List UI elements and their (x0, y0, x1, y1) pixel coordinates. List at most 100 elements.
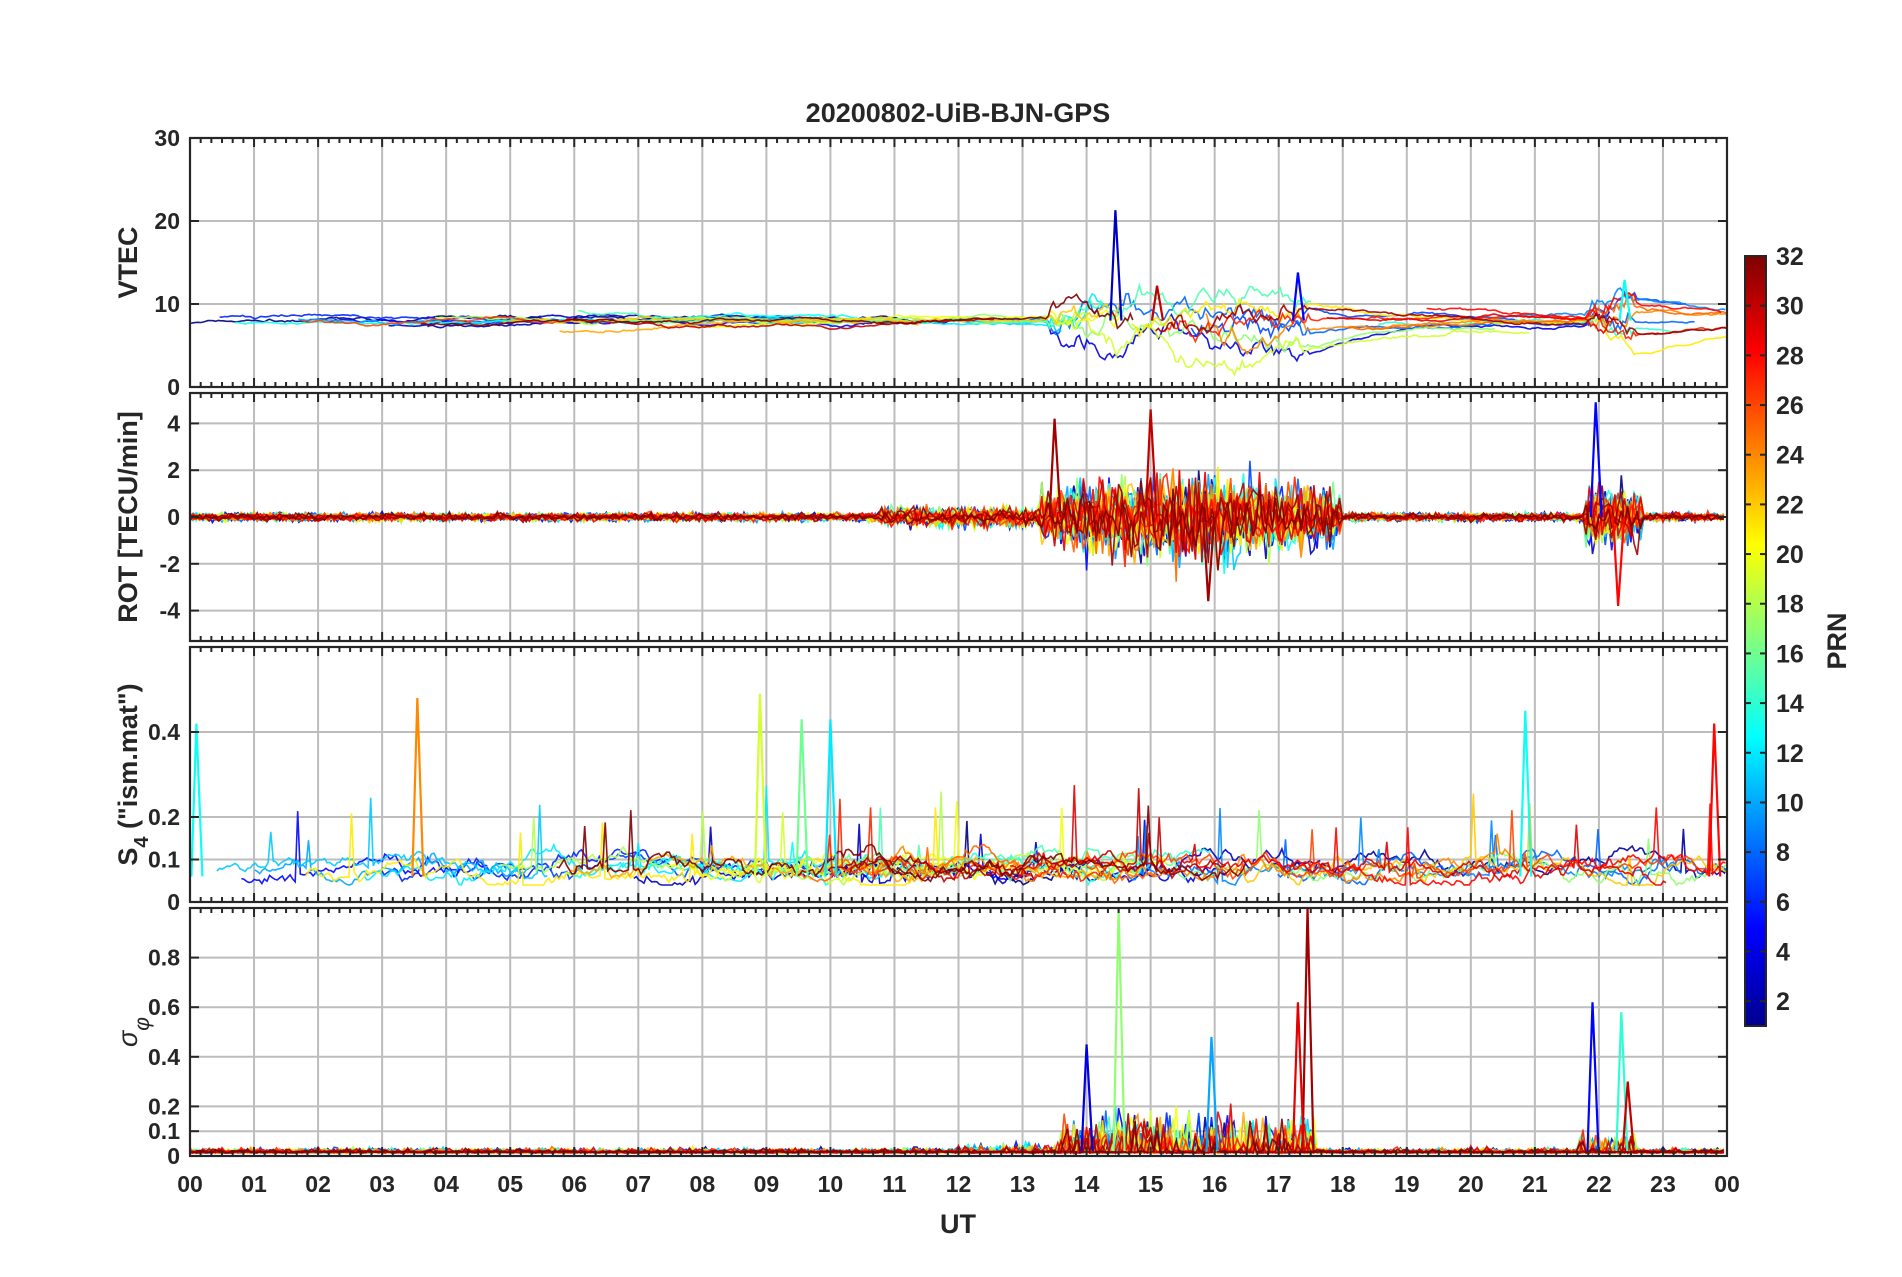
y-tick-label: 0 (167, 504, 180, 530)
series-prn-30-spike (1621, 1081, 1635, 1152)
x-tick-label: 16 (1202, 1171, 1228, 1197)
series-prn-19-spike (753, 693, 768, 877)
series-prn-30-spike (1150, 285, 1165, 321)
series-prn-13-spike (1618, 279, 1632, 321)
x-tick-label: 17 (1266, 1171, 1292, 1197)
series-prn-28-spike (1708, 723, 1722, 877)
x-tick-label: 09 (754, 1171, 780, 1197)
y-axis-title-sigma-phi: σφ (113, 1017, 154, 1047)
series-prn-14 (642, 848, 1212, 887)
series-prn-31-spike (1301, 908, 1315, 1152)
series-prn-5-spike (1291, 272, 1306, 321)
colorbar-gradient (1744, 255, 1767, 1027)
y-tick-label: 2 (167, 457, 180, 483)
x-tick-label: 06 (561, 1171, 587, 1197)
series-prn-17-spike (1112, 908, 1126, 1152)
series-prn-21 (304, 807, 967, 886)
chart-title: 20200802-UiB-BJN-GPS (806, 98, 1111, 128)
x-tick-label: 22 (1586, 1171, 1612, 1197)
traces (190, 693, 1727, 887)
x-axis: 00 01 02 03 04 05 06 07 08 09 10 11 12 13 14 15 16 17 18 19… (177, 1171, 1740, 1197)
series-prn-30-spike (1144, 409, 1158, 518)
series-prn-32 (190, 480, 1725, 571)
x-tick-label: 05 (497, 1171, 523, 1197)
colorbar-tick-label: 6 (1776, 889, 1790, 917)
colorbar-tick-label: 8 (1776, 839, 1790, 867)
x-tick-label: 00 (1714, 1171, 1740, 1197)
x-tick-label: 20 (1458, 1171, 1484, 1197)
y-tick-label: 10 (154, 291, 180, 317)
traces (190, 402, 1725, 606)
x-tick-label: 07 (625, 1171, 651, 1197)
x-tick-label: 02 (305, 1171, 331, 1197)
series-prn-28 (1426, 291, 1722, 320)
x-tick-label: 01 (241, 1171, 267, 1197)
x-tick-label: 04 (433, 1171, 459, 1197)
y-tick-label: -2 (160, 551, 180, 577)
series-prn-16-spike (795, 719, 809, 877)
y-tick-label: 0.2 (148, 804, 180, 830)
colorbar-tick-label: 2 (1776, 988, 1790, 1016)
y-tick-label: 20 (154, 208, 180, 234)
y-tick-label: 0.6 (148, 994, 180, 1020)
series-prn-24-spike (411, 697, 425, 877)
x-tick-label: 19 (1394, 1171, 1420, 1197)
x-tick-label: 23 (1650, 1171, 1676, 1197)
y-tick-label: 0 (167, 374, 180, 400)
y-axis-title-vtec: VTEC (113, 226, 143, 298)
series-prn-4 (1040, 311, 1611, 363)
colorbar-tick-label: 30 (1776, 293, 1804, 321)
series-prn-24 (835, 833, 1518, 885)
series-prn-11 (216, 797, 548, 880)
x-tick-label: 14 (1074, 1171, 1100, 1197)
x-tick-label: 00 (177, 1171, 203, 1197)
colorbar-tick-label: 14 (1776, 690, 1804, 718)
y-tick-label: 0.1 (148, 847, 180, 873)
y-tick-label: 0.1 (148, 1118, 180, 1144)
series-prn-26 (1086, 810, 1715, 881)
colorbar-tick-label: 28 (1776, 342, 1804, 370)
y-tick-label: 4 (167, 410, 180, 436)
series-prn-28-spike (1612, 516, 1626, 606)
series-prn-4-spike (1080, 1044, 1094, 1152)
series-prn-13 (564, 841, 832, 887)
colorbar-label: PRN (1822, 612, 1852, 669)
series-prn-31-spike (1048, 418, 1062, 518)
y-tick-label: 0 (167, 889, 180, 915)
panel-s4: 0 0.1 0.2 0.4S4 ("ism.mat") (113, 645, 1729, 915)
x-axis-title: UT (940, 1209, 976, 1239)
colorbar-tick-label: 24 (1776, 442, 1804, 470)
x-tick-label: 13 (1010, 1171, 1036, 1197)
series-prn-32 (420, 293, 1134, 330)
x-tick-label: 18 (1330, 1171, 1356, 1197)
y-tick-label: 0.4 (148, 1044, 180, 1070)
x-tick-label: 12 (946, 1171, 972, 1197)
x-tick-label: 11 (882, 1171, 907, 1197)
series-prn-26 (301, 315, 571, 327)
x-tick-label: 15 (1138, 1171, 1164, 1197)
colorbar-tick-label: 4 (1776, 938, 1790, 966)
series-prn-10-spike (1205, 1036, 1219, 1152)
series-prn-21 (1131, 297, 1727, 356)
series-prn-19 (739, 812, 943, 886)
y-axis-title-s4: S4 ("ism.mat") (113, 683, 153, 865)
colorbar-tick-label: 32 (1776, 243, 1804, 271)
colorbar-tick-label: 26 (1776, 392, 1804, 420)
series-prn-5-spike (1589, 402, 1603, 518)
series-prn-12-spike (824, 719, 838, 877)
y-tick-label: 0.8 (148, 945, 180, 971)
series-prn-22 (1231, 793, 1727, 886)
series-prn-13-spike (1519, 710, 1533, 877)
traces (190, 210, 1727, 377)
x-tick-label: 10 (818, 1171, 844, 1197)
colorbar-tick-label: 10 (1776, 789, 1804, 817)
colorbar-tick-label: 12 (1776, 740, 1804, 768)
y-tick-label: 30 (154, 125, 180, 151)
series-prn-29-spike (1291, 1002, 1306, 1152)
x-tick-label: 03 (369, 1171, 395, 1197)
series-prn-29 (1010, 785, 1667, 886)
